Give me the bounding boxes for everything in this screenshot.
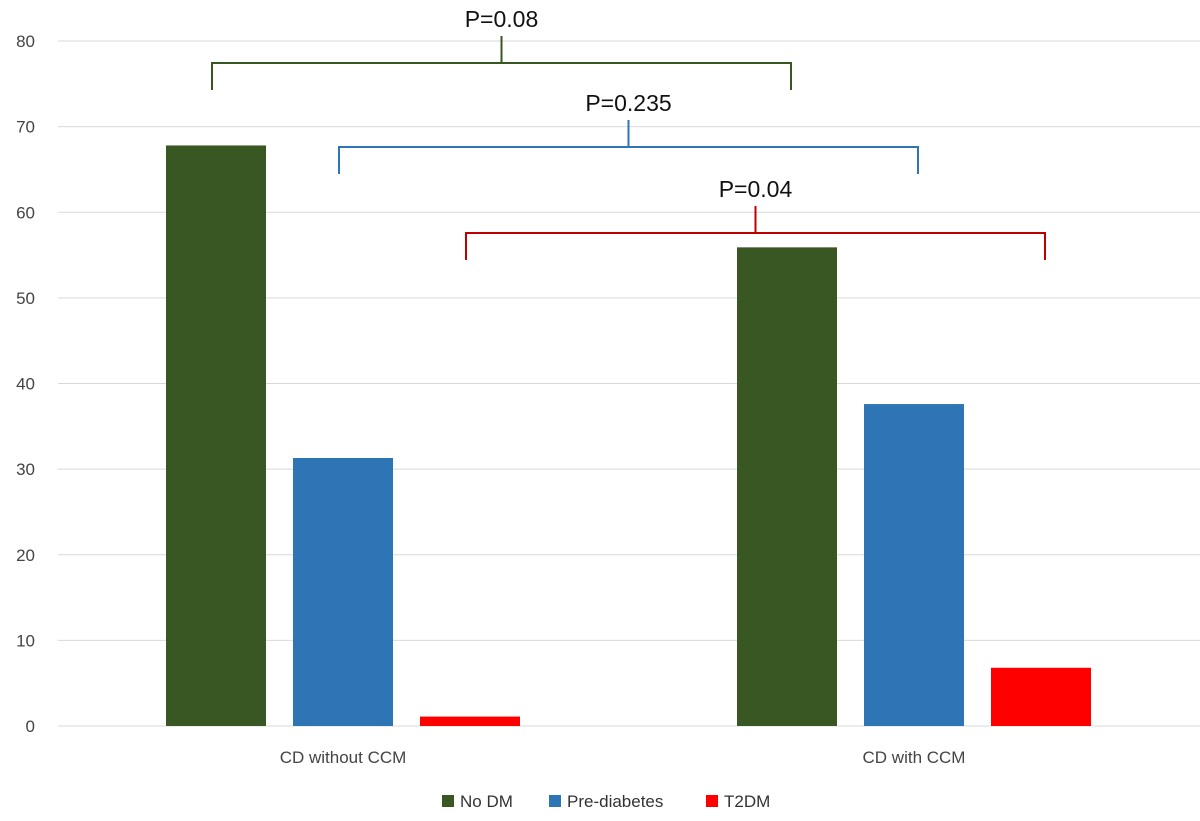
bracket-line [211,62,792,90]
legend-label: Pre-diabetes [567,792,663,811]
category-label: CD with CCM [863,748,966,767]
y-tick-label: 40 [16,375,35,394]
p-value-bracket: P=0.08 [211,6,792,90]
category-label: CD without CCM [280,748,407,767]
legend-item: Pre-diabetes [549,792,663,811]
p-value-label: P=0.04 [719,176,793,202]
p-value-bracket: P=0.04 [465,176,1046,260]
legend-swatch [442,795,454,807]
bar-no-dm-1 [166,145,266,726]
legend-item: No DM [442,792,513,811]
bar-no-dm-2 [737,247,837,726]
bar-pre-diabetes-1 [293,457,393,726]
bracket-line [338,146,919,174]
y-tick-label: 70 [16,118,35,137]
bar-t2dm-1 [420,716,520,726]
y-tick-label: 80 [16,32,35,51]
bar-t2dm-2 [991,667,1091,726]
legend-label: No DM [460,792,513,811]
legend-item: T2DM [706,792,770,811]
p-value-label: P=0.235 [585,90,671,116]
y-tick-label: 30 [16,460,35,479]
p-value-label: P=0.08 [465,6,539,32]
y-tick-label: 10 [16,631,35,650]
p-value-bracket: P=0.235 [338,90,919,174]
legend-swatch [549,795,561,807]
y-tick-label: 0 [26,717,35,736]
legend: No DM Pre-diabetes T2DM [442,792,770,811]
legend-swatch [706,795,718,807]
significance-annotations: P=0.08 P=0.235 P=0.04 [211,6,1046,260]
x-axis-category-labels: CD without CCM CD with CCM [280,748,966,767]
bar-pre-diabetes-2 [864,404,964,726]
y-tick-label: 50 [16,289,35,308]
y-tick-label: 20 [16,546,35,565]
y-axis-tick-labels: 0 10 20 30 40 50 60 70 80 [16,32,35,736]
bars [166,145,1091,726]
legend-label: T2DM [724,792,770,811]
y-tick-label: 60 [16,203,35,222]
